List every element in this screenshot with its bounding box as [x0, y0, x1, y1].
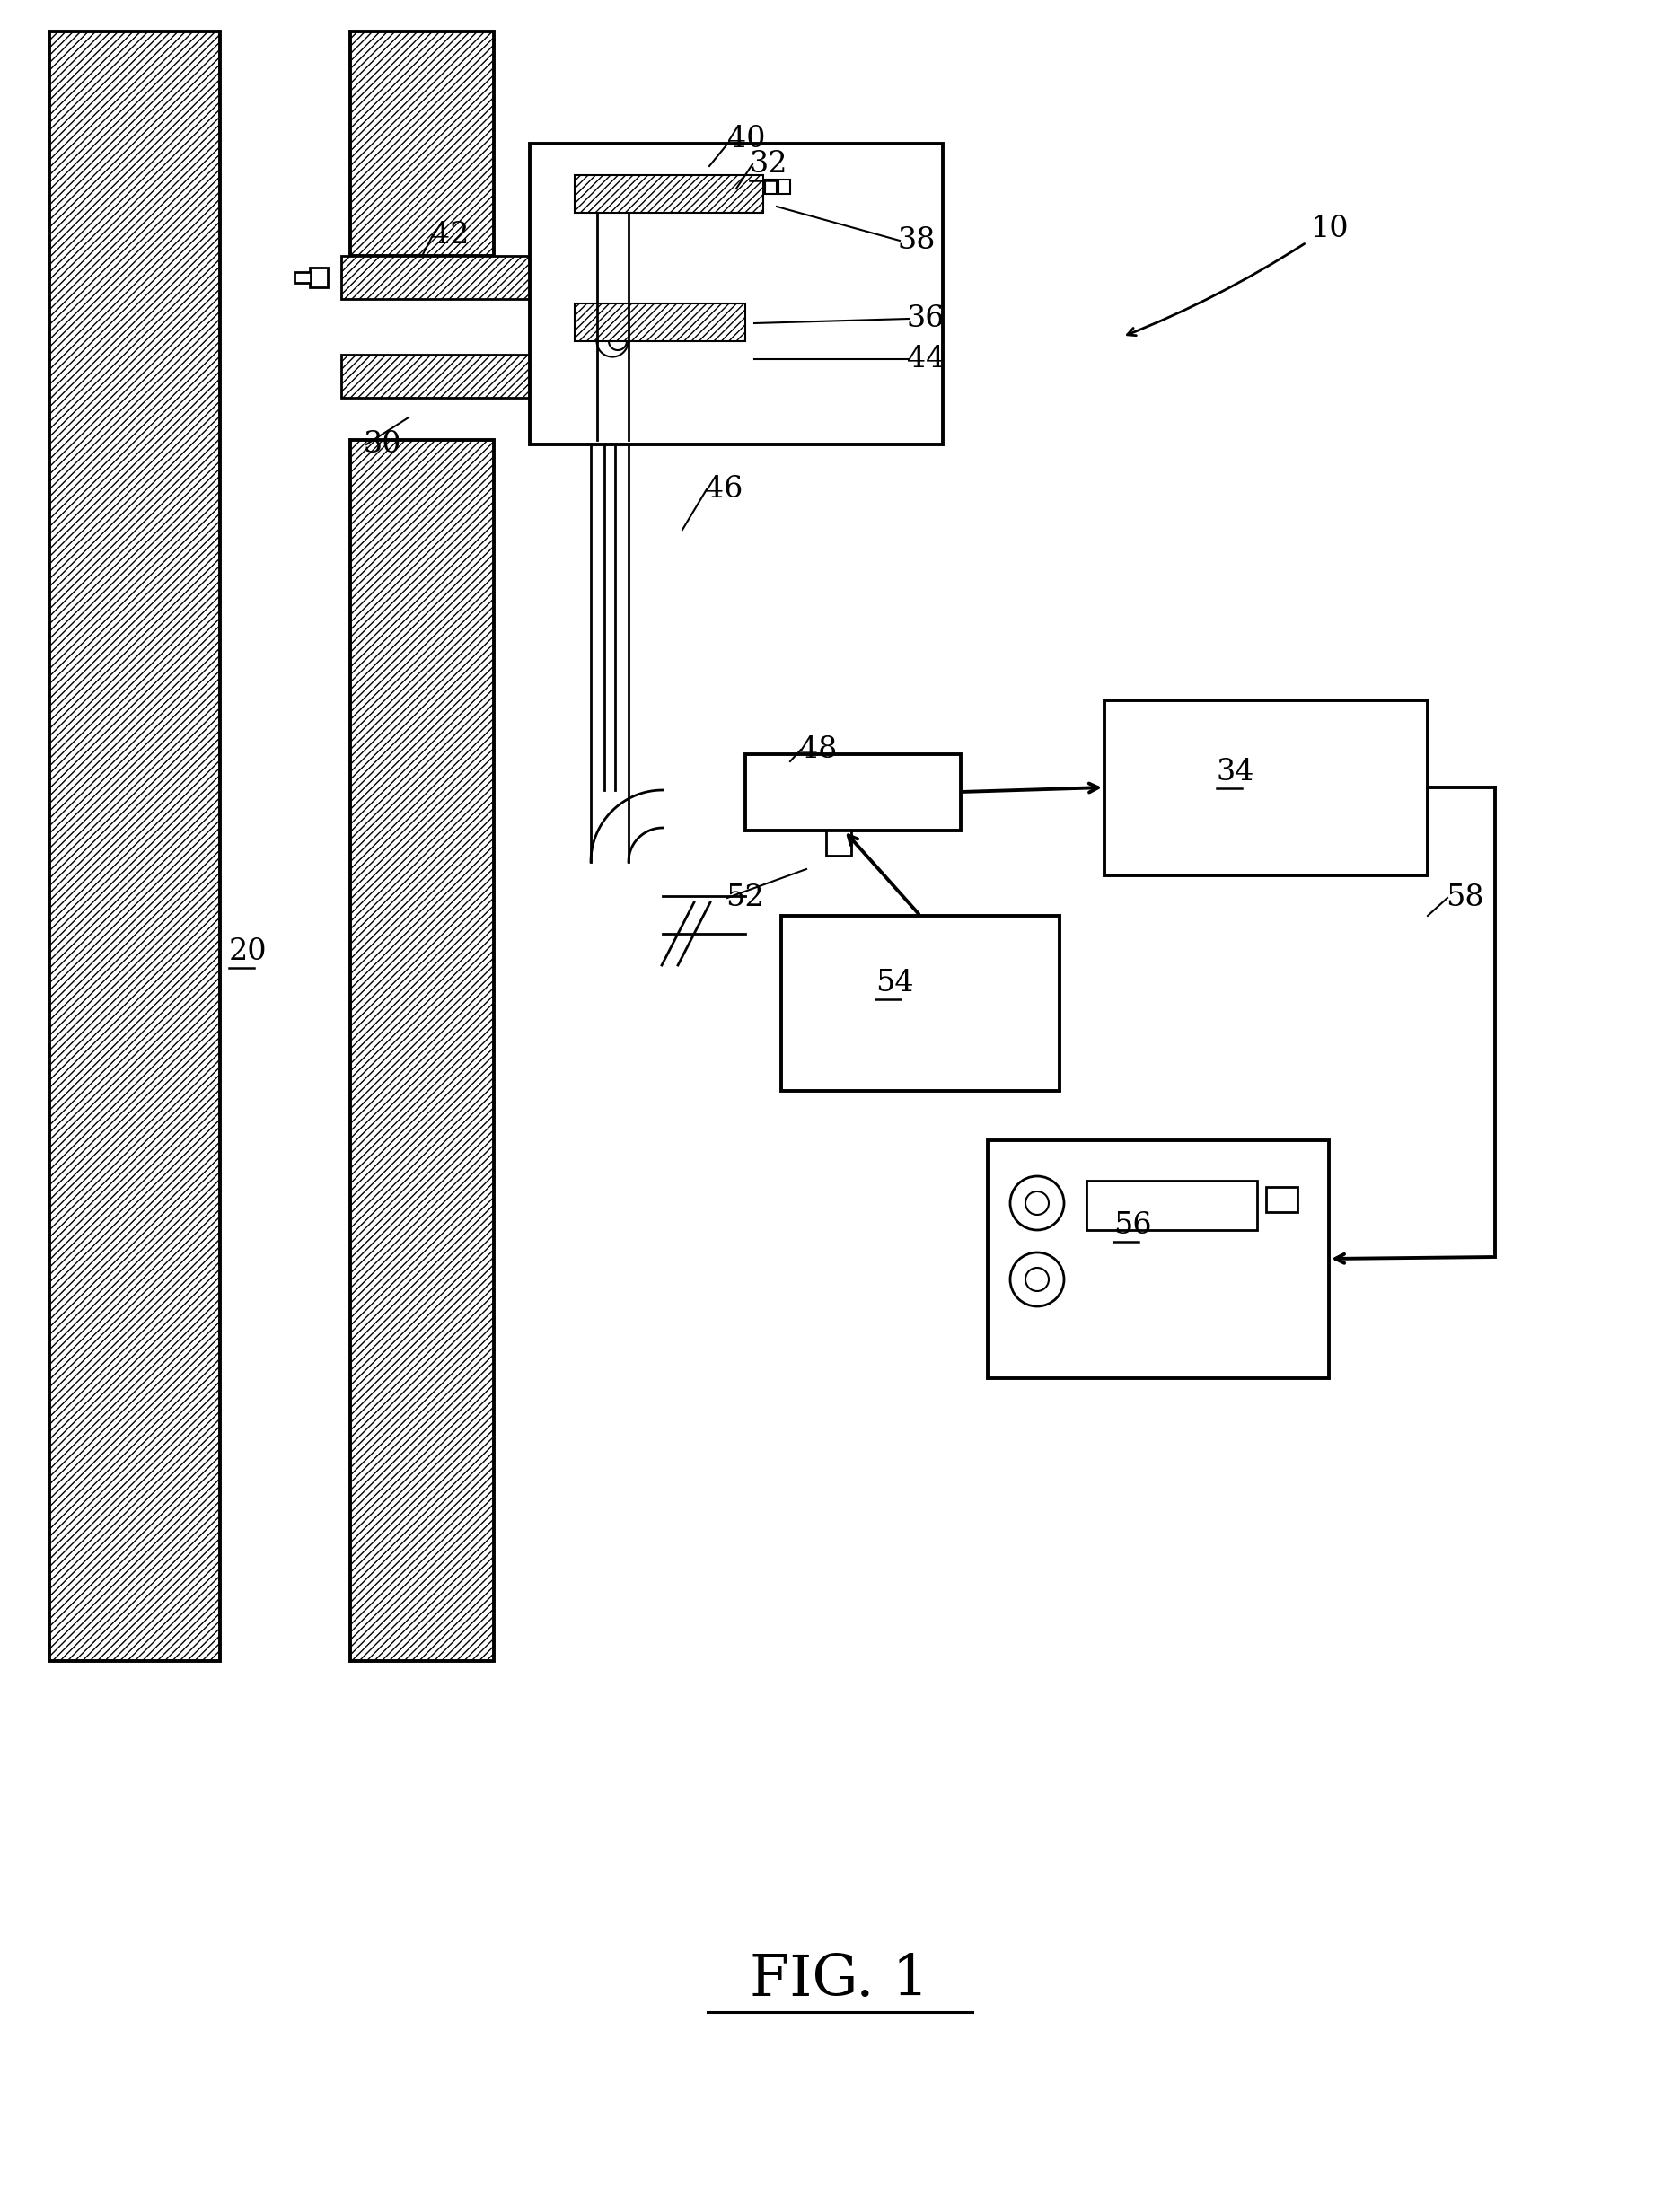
Bar — [349, 31, 494, 256]
Circle shape — [1010, 1253, 1063, 1306]
Text: 42: 42 — [432, 221, 469, 249]
Text: 32: 32 — [749, 150, 788, 179]
Text: 38: 38 — [897, 227, 936, 256]
Bar — [764, 179, 776, 194]
Bar — [1104, 699, 1428, 876]
Text: 10: 10 — [1310, 214, 1349, 243]
Text: 52: 52 — [726, 882, 764, 913]
Bar — [349, 439, 494, 1661]
Circle shape — [1010, 1176, 1063, 1231]
Bar — [575, 304, 746, 342]
Bar — [988, 1141, 1329, 1379]
Text: 30: 30 — [363, 430, 402, 459]
Bar — [49, 31, 220, 1661]
Bar — [341, 355, 539, 397]
Bar — [529, 143, 942, 443]
Bar — [1267, 1187, 1297, 1211]
Bar — [341, 256, 539, 300]
Bar — [49, 31, 220, 1661]
Bar — [778, 179, 790, 194]
Bar — [349, 439, 494, 1661]
Circle shape — [1025, 1191, 1048, 1216]
Text: 44: 44 — [907, 344, 944, 373]
Text: 36: 36 — [907, 304, 946, 333]
Bar — [781, 915, 1060, 1092]
Bar — [1087, 1180, 1257, 1231]
Text: 46: 46 — [706, 474, 743, 503]
Bar — [341, 256, 539, 300]
Bar — [575, 174, 763, 212]
Bar — [294, 271, 311, 282]
Bar — [575, 174, 763, 212]
Text: 20: 20 — [228, 938, 267, 966]
Bar — [349, 31, 494, 256]
Bar — [827, 829, 852, 856]
Bar — [309, 267, 328, 287]
Circle shape — [1025, 1268, 1048, 1291]
Bar — [341, 355, 539, 397]
Bar — [746, 754, 961, 829]
Text: 56: 56 — [1114, 1211, 1152, 1240]
Text: 40: 40 — [727, 126, 766, 154]
Bar — [575, 304, 746, 342]
Text: 48: 48 — [800, 735, 837, 763]
Text: 34: 34 — [1216, 759, 1255, 788]
Text: 58: 58 — [1446, 882, 1483, 913]
Text: 54: 54 — [875, 968, 914, 997]
Text: FIG. 1: FIG. 1 — [749, 1952, 929, 2007]
